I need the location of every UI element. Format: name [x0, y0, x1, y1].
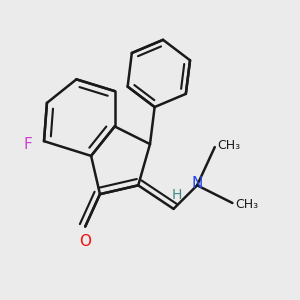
Text: CH₃: CH₃	[218, 139, 241, 152]
Text: O: O	[79, 234, 91, 249]
Text: N: N	[191, 176, 203, 191]
Text: F: F	[23, 136, 32, 152]
Text: H: H	[171, 188, 182, 202]
Text: CH₃: CH₃	[236, 198, 259, 211]
